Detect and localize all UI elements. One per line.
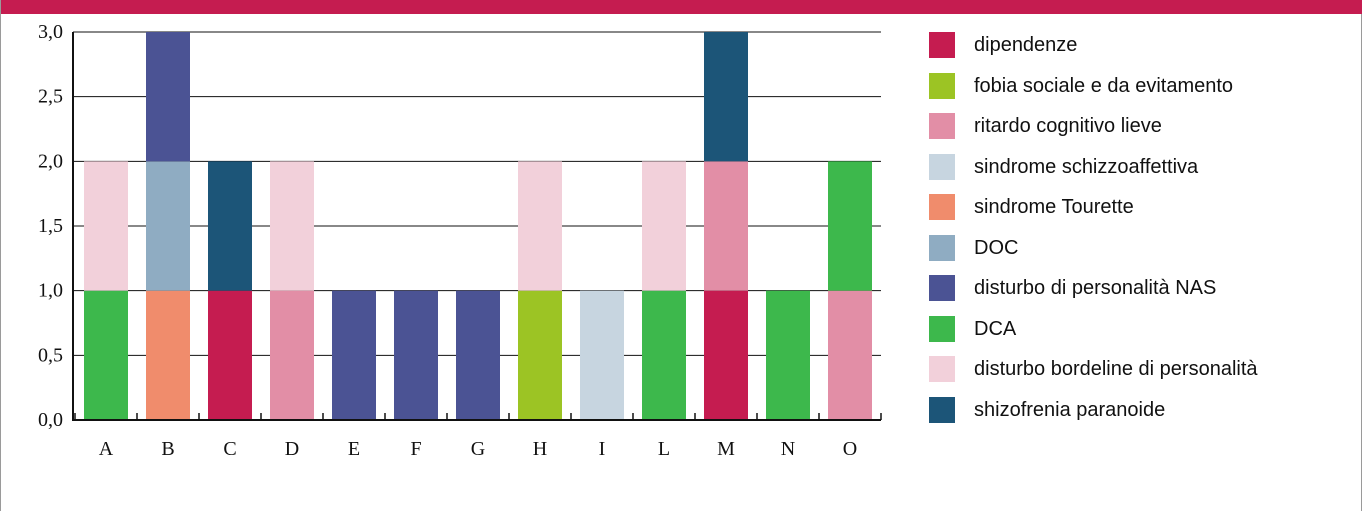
bar-segment bbox=[518, 290, 562, 420]
legend-swatch bbox=[929, 72, 955, 99]
bar-segment bbox=[642, 161, 686, 291]
bar-segment bbox=[580, 290, 624, 420]
x-tick-label: E bbox=[348, 438, 360, 460]
bar-segment bbox=[208, 161, 252, 291]
x-tick-label: I bbox=[599, 438, 606, 460]
legend-swatch bbox=[929, 315, 955, 342]
y-tick-label: 0,5 bbox=[38, 344, 63, 366]
y-tick-label: 2,5 bbox=[38, 86, 63, 108]
y-tick-label: 1,5 bbox=[38, 215, 63, 237]
legend-label: sindrome schizzoaffettiva bbox=[974, 155, 1199, 178]
x-tick-label: G bbox=[471, 438, 485, 460]
x-tick-label: H bbox=[533, 438, 547, 460]
bar-segment bbox=[208, 290, 252, 420]
x-tick-label: F bbox=[410, 438, 421, 460]
stacked-bar-chart: 0,0 0,5 1,0 1,5 2,0 2,5 3,0 A B C D E F G H I L M N O bbox=[38, 21, 882, 460]
legend-swatch bbox=[929, 234, 955, 261]
legend-label: fobia sociale e da evitamento bbox=[974, 74, 1234, 97]
legend-label: ritardo cognitivo lieve bbox=[974, 115, 1162, 137]
bar-segment bbox=[828, 161, 872, 291]
legend-label: DOC bbox=[974, 236, 1019, 259]
legend-label: sindrome Tourette bbox=[974, 196, 1134, 218]
header-bar bbox=[1, 0, 1362, 14]
legend-swatch bbox=[929, 113, 955, 139]
legend-swatch bbox=[929, 275, 955, 301]
x-tick-label: N bbox=[781, 438, 795, 460]
bar-segment bbox=[642, 290, 686, 420]
bar-segment bbox=[332, 290, 376, 420]
bar-segment bbox=[270, 290, 314, 420]
legend-label: disturbo di personalità NAS bbox=[974, 277, 1217, 299]
legend-label: dipendenze bbox=[974, 34, 1078, 56]
bar-segment bbox=[394, 290, 438, 420]
bar-segment bbox=[704, 290, 748, 420]
bar-segment bbox=[704, 32, 748, 162]
y-tick-label: 3,0 bbox=[38, 21, 63, 43]
bar-segment bbox=[146, 161, 190, 291]
legend-swatch bbox=[929, 356, 955, 382]
x-tick-label: A bbox=[99, 438, 114, 460]
y-tick-label: 0,0 bbox=[38, 409, 63, 431]
bar-segment bbox=[704, 161, 748, 291]
bar-segment bbox=[270, 161, 314, 291]
legend-label: DCA bbox=[974, 317, 1017, 340]
x-tick-label: D bbox=[285, 438, 299, 460]
bar-segment bbox=[84, 161, 128, 291]
bar-segment bbox=[84, 290, 128, 420]
legend-swatch bbox=[929, 153, 955, 180]
bar-segment bbox=[518, 161, 562, 291]
legend-swatch bbox=[929, 194, 955, 220]
bar-segment bbox=[456, 290, 500, 420]
bar-segment bbox=[828, 290, 872, 420]
y-tick-label: 1,0 bbox=[38, 280, 63, 302]
legend-swatch bbox=[929, 32, 955, 58]
legend-swatch bbox=[929, 396, 955, 423]
y-tick-label: 2,0 bbox=[38, 150, 63, 172]
x-tick-label: B bbox=[161, 438, 174, 460]
bar-segment bbox=[146, 290, 190, 420]
x-tick-label: L bbox=[658, 438, 670, 460]
x-tick-label: C bbox=[223, 438, 236, 460]
legend-label: shizofrenia paranoide bbox=[974, 398, 1166, 421]
legend-label: disturbo bordeline di personalità bbox=[974, 358, 1258, 380]
x-tick-label: O bbox=[843, 438, 857, 460]
bar-segment bbox=[766, 290, 810, 420]
bar-segment bbox=[146, 32, 190, 162]
x-tick-label: M bbox=[717, 438, 735, 460]
